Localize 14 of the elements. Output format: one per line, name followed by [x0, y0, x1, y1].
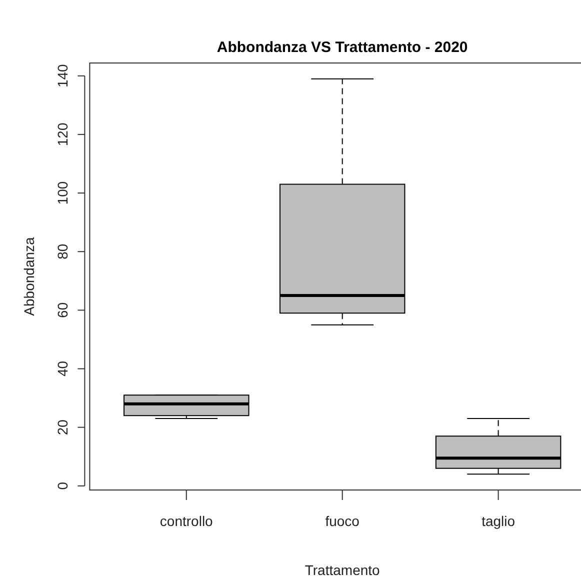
y-tick-label: 0 [54, 482, 71, 490]
y-tick-label: 40 [54, 360, 71, 377]
y-tick-label: 140 [54, 64, 71, 88]
x-tick-label: controllo [160, 513, 214, 529]
y-axis-title: Abbondanza [21, 236, 37, 316]
y-tick-label: 80 [54, 244, 71, 260]
y-tick-label: 60 [54, 302, 71, 318]
y-tick-label: 120 [54, 122, 71, 146]
x-tick-label: fuoco [325, 513, 360, 529]
y-tick-label: 20 [54, 419, 71, 436]
chart-title: Abbondanza VS Trattamento - 2020 [216, 39, 468, 56]
x-axis-title: Trattamento [304, 562, 380, 578]
y-tick-label: 100 [54, 181, 71, 205]
x-tick-label: taglio [482, 513, 516, 529]
